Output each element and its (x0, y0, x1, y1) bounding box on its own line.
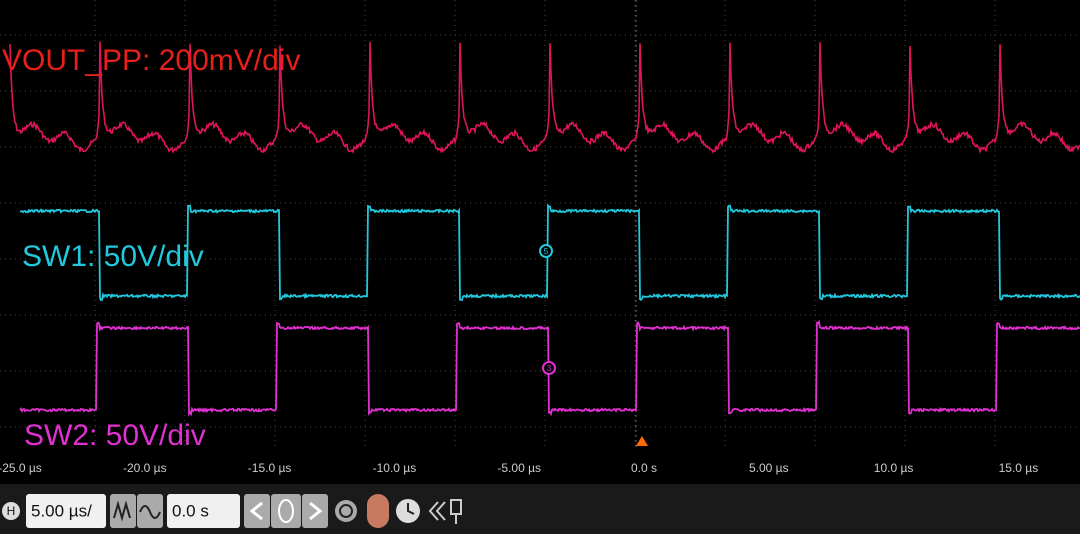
wave-icon-1 (113, 500, 131, 522)
zoom-button[interactable] (335, 500, 357, 522)
x-tick-label: -5.00 µs (497, 461, 541, 475)
vout-trace (9, 41, 1080, 155)
record-button[interactable] (367, 494, 389, 528)
sw1-label: SW1: 50V/div (22, 240, 204, 273)
vout-label: VOUT_PP: 200mV/div (2, 44, 300, 77)
x-tick-label: 10.0 µs (874, 461, 914, 475)
trigger-marker (636, 436, 648, 446)
next-icon (309, 501, 323, 521)
clock-icon (407, 503, 415, 515)
timebase-value: 5.00 µs/ (31, 501, 92, 520)
x-tick-label: 5.00 µs (749, 461, 789, 475)
position-field[interactable] (167, 494, 240, 528)
pin-button[interactable] (450, 499, 462, 524)
sw2-label: SW2: 50V/div (24, 419, 206, 452)
collapse-button[interactable] (428, 501, 446, 521)
sw1-marker-label: 5 (544, 247, 549, 256)
sw2-marker (542, 361, 556, 375)
prev-icon (249, 501, 263, 521)
x-tick-label: 15.0 µs (999, 461, 1039, 475)
sw1-marker (539, 244, 553, 258)
axis-strip (0, 456, 1080, 482)
h-button[interactable] (2, 502, 20, 520)
sw2-marker-label: 3 (547, 364, 552, 373)
sw2-trace (19, 319, 1080, 417)
x-tick-label: -20.0 µs (123, 461, 167, 475)
next-button[interactable] (302, 494, 328, 528)
x-axis: -25.0 µs -20.0 µs -15.0 µs -10.0 µs -5.00 µs… (0, 461, 1038, 475)
sw1-trace (19, 203, 1080, 302)
traces (9, 41, 1080, 417)
timebase-field[interactable] (26, 494, 106, 528)
center-button[interactable] (271, 494, 301, 528)
x-tick-label: -10.0 µs (373, 461, 417, 475)
prev-button[interactable] (244, 494, 270, 528)
x-tick-label: 0.0 s (631, 461, 657, 475)
center-icon (278, 499, 294, 523)
wave-icon-2 (139, 505, 161, 519)
x-tick-label: -25.0 µs (0, 461, 42, 475)
h-button-label: H (7, 504, 16, 518)
position-value: 0.0 s (172, 501, 209, 520)
x-tick-label: -15.0 µs (248, 461, 292, 475)
zoom-icon (339, 504, 353, 518)
